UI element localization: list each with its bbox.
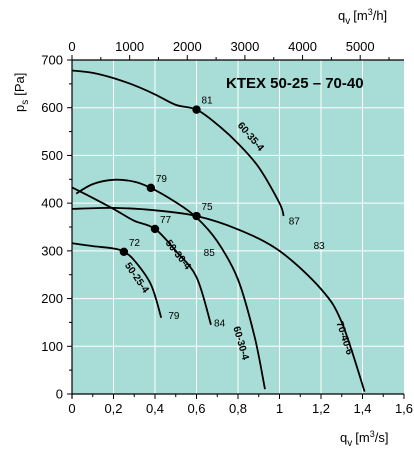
x-axis-top-title: qv [m3/h]	[338, 7, 387, 27]
y-tick-label: 600	[41, 100, 63, 115]
curve-50-30-4	[71, 186, 212, 326]
efficiency-end-label: 79	[168, 311, 180, 322]
y-tick-label: 700	[41, 53, 63, 68]
operating-point	[192, 105, 201, 114]
x-tick-label: 0,6	[187, 401, 205, 416]
operating-point	[119, 247, 129, 257]
y-tick-label: 500	[41, 148, 63, 163]
y-tick-label: 400	[41, 196, 63, 211]
x-tick-label: 1,6	[395, 401, 413, 416]
operating-point	[192, 211, 201, 221]
x-tick-label: 0,4	[146, 401, 164, 416]
y-tick-label: 200	[41, 291, 63, 306]
x-top-tick-label: 0	[68, 39, 75, 54]
curves	[71, 69, 366, 392]
efficiency-end-label: 85	[204, 248, 216, 259]
x-tick-label: 1	[276, 401, 283, 416]
x-axis-title: qv [m3/s]	[340, 429, 388, 449]
x-tick-label: 1,4	[353, 401, 371, 416]
x-tick-label: 1,2	[312, 401, 330, 416]
x-top-tick-label: 2000	[173, 39, 202, 54]
x-tick-label: 0	[68, 401, 75, 416]
efficiency-end-label: 83	[314, 241, 326, 252]
x-top-tick-label: 5000	[346, 39, 375, 54]
x-top-tick-label: 3000	[230, 39, 259, 54]
operating-point	[150, 224, 160, 234]
efficiency-label: 81	[202, 96, 214, 107]
x-tick-label: 0,2	[104, 401, 122, 416]
efficiency-label: 75	[202, 202, 214, 213]
x-top-tick-label: 1000	[115, 39, 144, 54]
efficiency-label: 72	[129, 238, 141, 249]
efficiency-label: 77	[160, 215, 172, 226]
y-tick-label: 100	[41, 339, 63, 354]
chart-title: KTEX 50-25 – 70-40	[226, 75, 364, 92]
y-tick-label: 300	[41, 243, 63, 258]
curve-70-40-6	[71, 206, 366, 392]
curve-60-30-4	[75, 178, 266, 390]
x-tick-label: 0,8	[229, 401, 247, 416]
efficiency-label: 79	[156, 174, 168, 185]
axes: 0 0,2 0,4 0,6 0,8 1 1,2 1,4 1,60 1000 2000 3000 4000…	[41, 39, 413, 416]
y-tick-label: 0	[56, 387, 63, 402]
y-axis-title: ps[Pa]	[12, 73, 31, 112]
operating-point	[146, 183, 156, 193]
x-top-tick-label: 4000	[288, 39, 317, 54]
curve-60-35-4	[71, 69, 285, 217]
svg-text:ps[Pa]: ps[Pa]	[12, 73, 31, 112]
efficiency-end-label: 87	[289, 216, 301, 227]
operating-points: 81 79 75 77 72	[119, 96, 214, 257]
efficiency-end-label: 84	[214, 318, 226, 329]
